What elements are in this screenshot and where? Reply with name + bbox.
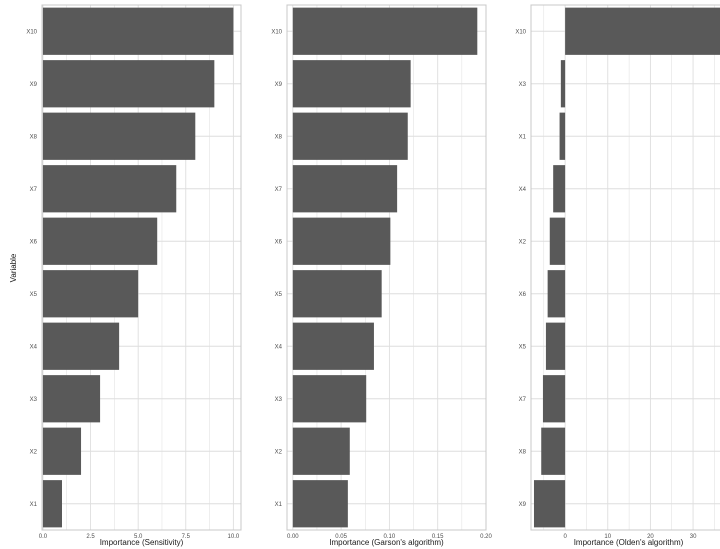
panel-border — [530, 4, 720, 531]
x-axis-title: Importance (Garson's algorithm) — [329, 538, 444, 547]
bar-x4 — [553, 165, 566, 213]
y-tick-label: X10 — [515, 29, 526, 35]
y-tick-label: X3 — [30, 397, 38, 403]
bar-x2 — [42, 427, 82, 475]
y-tick-label: X3 — [519, 82, 527, 88]
panel-1: X10 X9 X8 X7 X6 X5 X4 X3 X2 X1 0.0 2.5 5.0 7.5 10.0 Imp… — [26, 4, 242, 547]
bar-x5 — [292, 270, 382, 318]
bar-x6 — [42, 217, 158, 265]
x-tick-label: 0.10 — [384, 534, 396, 540]
y-tick-label: X9 — [519, 502, 527, 508]
y-tick-label: X2 — [519, 239, 527, 245]
y-tick-label: X6 — [30, 239, 38, 245]
x-tick-label: 0.20 — [480, 534, 492, 540]
y-tick-label: X5 — [519, 344, 527, 350]
y-tick-label: X1 — [519, 134, 527, 140]
panel-border — [286, 4, 487, 531]
y-tick-label: X4 — [30, 344, 38, 350]
x-axis-title: Importance (Olden's algorithm) — [574, 538, 684, 547]
y-tick-label: X4 — [519, 187, 527, 193]
y-tick-label: X4 — [275, 344, 283, 350]
y-tick-label: X7 — [519, 397, 527, 403]
bar-x5 — [545, 322, 566, 370]
bar-x8 — [541, 427, 566, 475]
bar-x8 — [292, 112, 408, 160]
y-axis-title: Variable — [9, 253, 18, 282]
bar-x3 — [560, 60, 566, 108]
x-axis-title: Importance (Sensitivity) — [100, 538, 184, 547]
bar-x10 — [565, 7, 720, 55]
x-tick-label: 0 — [563, 534, 567, 540]
bar-x2 — [292, 427, 350, 475]
x-tick-label: 7.5 — [182, 534, 191, 540]
x-tick-label: 0.00 — [287, 534, 299, 540]
y-tick-label: X9 — [30, 82, 38, 88]
bar-x7 — [542, 375, 566, 423]
y-tick-label: X2 — [30, 449, 38, 455]
bar-x1 — [42, 480, 62, 528]
bar-x1 — [559, 112, 566, 160]
x-tick-label: 0.0 — [39, 534, 48, 540]
x-tick-label: 5.0 — [134, 534, 143, 540]
bar-x4 — [292, 322, 374, 370]
x-tick-label: 10.0 — [228, 534, 240, 540]
bar-x4 — [42, 322, 120, 370]
panel-border — [41, 4, 242, 531]
bar-x6 — [547, 270, 566, 318]
bar-x10 — [292, 7, 478, 55]
panel-2: X10 X9 X8 X7 X6 X5 X4 X3 X2 X1 0.00 0.05 0.10 0.15 0.2… — [271, 4, 492, 547]
bar-x9 — [533, 480, 566, 528]
y-tick-label: X8 — [519, 449, 527, 455]
bar-x8 — [42, 112, 196, 160]
y-tick-label: X8 — [30, 134, 38, 140]
bar-x7 — [292, 165, 398, 213]
y-tick-label: X3 — [275, 397, 283, 403]
bar-x9 — [292, 60, 411, 108]
y-tick-label: X10 — [271, 29, 282, 35]
bar-x3 — [292, 375, 367, 423]
x-tick-label: 2.5 — [86, 534, 95, 540]
bar-x2 — [549, 217, 566, 265]
x-tick-label: 20 — [647, 534, 654, 540]
bar-x7 — [42, 165, 177, 213]
x-tick-label: 30 — [690, 534, 697, 540]
bar-x3 — [42, 375, 101, 423]
y-tick-label: X6 — [275, 239, 283, 245]
y-tick-label: X7 — [275, 187, 283, 193]
y-tick-label: X7 — [30, 187, 38, 193]
bar-x10 — [42, 7, 234, 55]
x-tick-label: 10 — [604, 534, 611, 540]
y-tick-label: X9 — [275, 82, 283, 88]
y-tick-label: X1 — [275, 502, 283, 508]
y-tick-label: X2 — [275, 449, 283, 455]
x-tick-label: 0.15 — [432, 534, 444, 540]
y-tick-label: X8 — [275, 134, 283, 140]
bar-x9 — [42, 60, 215, 108]
bar-x5 — [42, 270, 139, 318]
y-tick-label: X5 — [30, 292, 38, 298]
x-tick-label: 0.05 — [335, 534, 347, 540]
y-tick-label: X5 — [275, 292, 283, 298]
bar-x1 — [292, 480, 348, 528]
y-tick-label: X6 — [519, 292, 527, 298]
y-tick-label: X10 — [26, 29, 37, 35]
y-tick-label: X1 — [30, 502, 38, 508]
panel-3: X10X3X1X4X2X6X5X7X8X9010203040Importance… — [515, 4, 720, 547]
bar-x6 — [292, 217, 391, 265]
